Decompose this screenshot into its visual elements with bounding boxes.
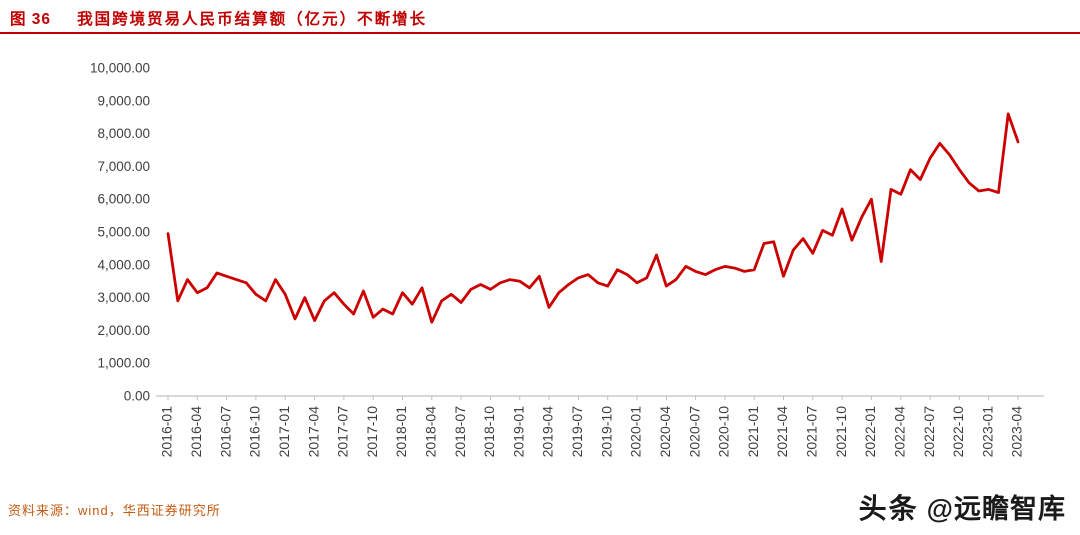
- source-note: 资料来源：wind，华西证券研究所: [8, 503, 221, 518]
- x-axis-tick-label: 2020-07: [686, 406, 702, 458]
- y-axis-tick-label: 5,000.00: [97, 225, 150, 240]
- x-axis-tick-label: 2016-01: [159, 406, 175, 458]
- x-axis-tick-label: 2021-10: [833, 406, 849, 458]
- x-axis-tick-label: 2020-04: [657, 406, 673, 458]
- x-axis-tick-label: 2021-04: [774, 406, 790, 458]
- x-axis-tick-label: 2022-01: [862, 406, 878, 458]
- figure-number: 图 36: [10, 11, 52, 28]
- x-axis-tick-label: 2020-10: [716, 406, 732, 458]
- x-axis-tick-label: 2022-10: [950, 406, 966, 458]
- x-axis-tick-label: 2023-04: [1009, 406, 1025, 458]
- x-axis-tick-label: 2018-04: [423, 406, 439, 458]
- figure-header: 图 36 我国跨境贸易人民币结算额（亿元）不断增长: [10, 7, 427, 29]
- x-axis-tick-label: 2023-01: [979, 406, 995, 458]
- line-chart: 0.00 1,000.00 2,000.00 3,000.00 4,000.00 5,00…: [90, 61, 1044, 458]
- watermark-handle: @远瞻智库: [926, 494, 1066, 524]
- header-divider: [0, 32, 1080, 34]
- x-axis-tick-label: 2017-10: [364, 406, 380, 458]
- x-axis-tick-label: 2018-01: [393, 406, 409, 458]
- x-axis-tick-label: 2017-04: [305, 406, 321, 458]
- x-axis-tick-label: 2021-01: [745, 406, 761, 458]
- x-axis-tick-label: 2016-07: [217, 406, 233, 458]
- y-axis-tick-label: 2,000.00: [97, 323, 150, 338]
- y-axis-tick-label: 0.00: [124, 389, 150, 404]
- y-axis-tick-label: 9,000.00: [97, 93, 150, 108]
- x-axis-tick-label: 2017-07: [335, 406, 351, 458]
- x-axis-tick-label: 2016-10: [247, 406, 263, 458]
- x-axis-tick-label: 2016-04: [188, 406, 204, 458]
- y-axis-tick-label: 6,000.00: [97, 192, 150, 207]
- x-axis-tick-label: 2018-10: [481, 406, 497, 458]
- x-axis-tick-label: 2020-01: [628, 406, 644, 458]
- y-axis-tick-label: 3,000.00: [97, 290, 150, 305]
- x-axis-tick-label: 2019-01: [510, 406, 526, 458]
- figure-title: 我国跨境贸易人民币结算额（亿元）不断增长: [77, 11, 428, 28]
- x-axis-tick-label: 2021-07: [804, 406, 820, 458]
- y-axis-tick-label: 1,000.00: [97, 356, 150, 371]
- x-axis-tick-label: 2019-10: [598, 406, 614, 458]
- y-axis-tick-label: 10,000.00: [90, 61, 150, 76]
- x-axis-tick-label: 2022-04: [892, 406, 908, 458]
- y-axis-tick-label: 4,000.00: [97, 257, 150, 272]
- y-axis-tick-label: 8,000.00: [97, 126, 150, 141]
- x-axis-tick-label: 2018-07: [452, 406, 468, 458]
- x-axis-tick-label: 2022-07: [921, 406, 937, 458]
- watermark-brand: 头条: [858, 493, 919, 524]
- series-line: [166, 112, 1020, 324]
- watermark: 头条 @远瞻智库: [859, 487, 1066, 527]
- x-axis-tick-label: 2019-07: [569, 406, 585, 458]
- x-axis-tick-label: 2019-04: [540, 406, 556, 458]
- x-axis-tick-label: 2017-01: [276, 406, 292, 458]
- y-axis-tick-label: 7,000.00: [97, 159, 150, 174]
